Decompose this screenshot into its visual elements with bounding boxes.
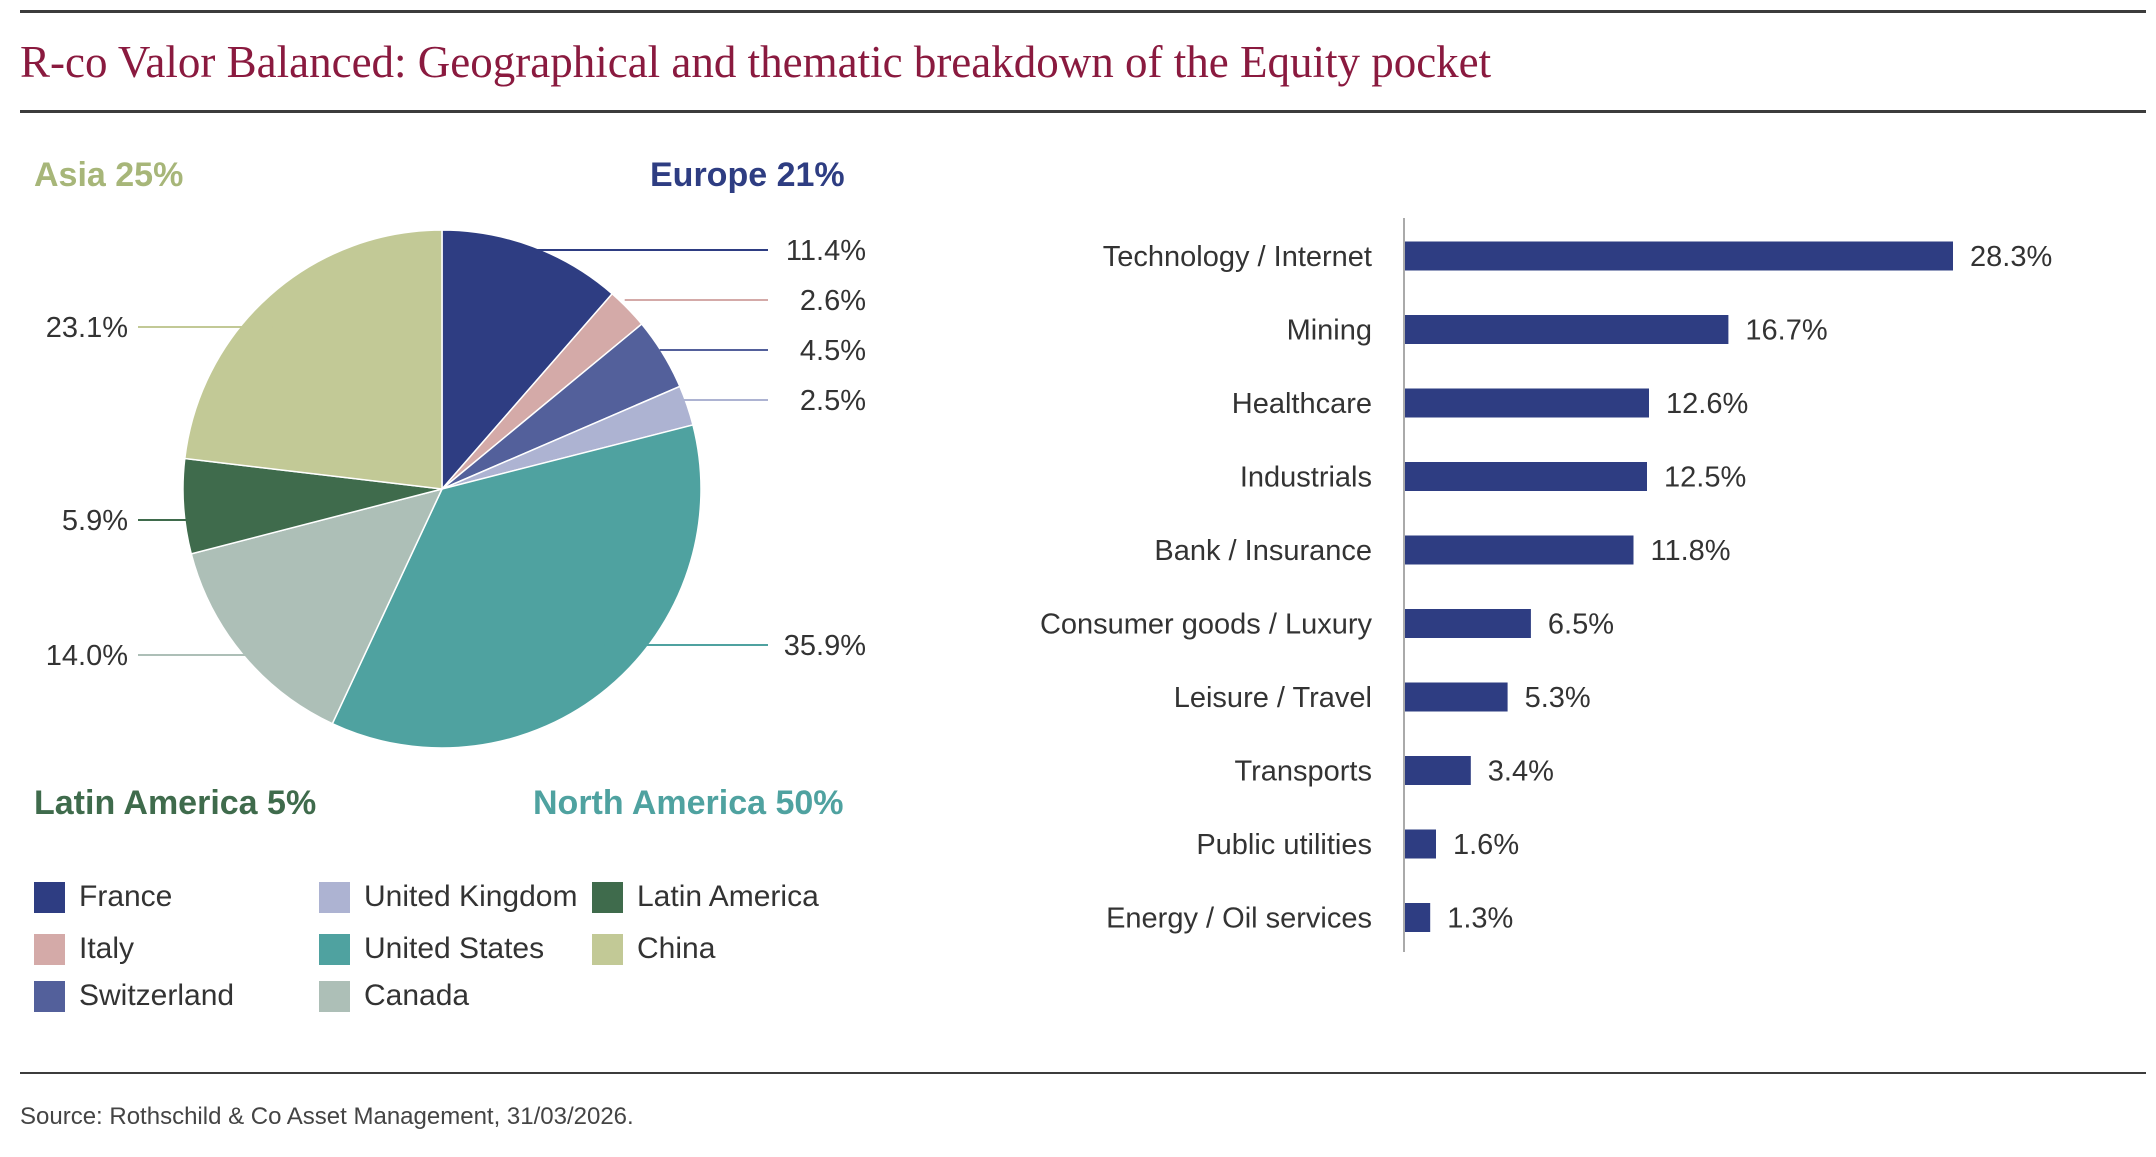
top-rule [20, 10, 2146, 13]
region-label-europe: Europe 21% [650, 156, 845, 194]
legend-swatch-france [34, 881, 65, 913]
bar-transports [1405, 756, 1471, 785]
legend-swatch-italy [34, 933, 65, 965]
bar-value-label-industrials: 12.5% [1664, 462, 1746, 494]
bar-technology-internet [1405, 241, 1953, 271]
bar-public-utilities [1405, 829, 1436, 859]
pie-label-united-states: 35.9% [784, 630, 866, 662]
pie-legend: France United Kingdom Latin America Italy Un… [34, 880, 934, 1030]
bar-value-label-technology-internet: 28.3% [1970, 241, 2052, 273]
pie-label-switzerland: 4.5% [800, 335, 866, 367]
bar-category-mining: Mining [1287, 315, 1372, 347]
bar-energy-oil-services [1405, 903, 1431, 932]
bar-value-label-healthcare: 12.6% [1666, 388, 1748, 420]
pie-label-france: 11.4% [786, 235, 866, 267]
bar-value-label-public-utilities: 1.6% [1453, 829, 1519, 861]
legend-item-latin-america: Latin America [592, 880, 819, 914]
legend-label-china: China [637, 932, 716, 965]
legend-label-united-kingdom: United Kingdom [364, 880, 578, 913]
legend-swatch-china [592, 933, 623, 965]
legend-item-canada: Canada [319, 979, 469, 1013]
bar-category-public-utilities: Public utilities [1196, 829, 1372, 861]
legend-swatch-united-kingdom [319, 881, 350, 913]
bar-value-label-transports: 3.4% [1488, 756, 1554, 788]
pie-label-canada: 14.0% [46, 640, 128, 672]
bar-category-technology-internet: Technology / Internet [1103, 241, 1372, 273]
legend-item-united-kingdom: United Kingdom [319, 880, 577, 914]
bar-value-label-bank-insurance: 11.8% [1651, 535, 1731, 567]
legend-label-united-states: United States [364, 932, 545, 965]
legend-item-france: France [34, 880, 172, 914]
legend-swatch-canada [319, 980, 350, 1012]
legend-item-italy: Italy [34, 932, 134, 966]
bar-mining [1405, 315, 1729, 344]
pie-slice-france [441, 229, 614, 492]
bar-bank-insurance [1405, 535, 1634, 565]
page-title: R-co Valor Balanced: Geographical and th… [20, 37, 1492, 87]
bar-category-energy-oil-services: Energy / Oil services [1106, 903, 1372, 935]
bar-category-consumer-goods-luxury: Consumer goods / Luxury [1040, 609, 1373, 641]
pie-label-united-kingdom: 2.5% [800, 385, 866, 417]
legend-label-latin-america: Latin America [637, 880, 819, 913]
legend-item-china: China [592, 932, 715, 966]
legend-item-united-states: United States [319, 932, 544, 966]
pie-slice-china [183, 229, 443, 490]
legend-label-france: France [79, 880, 173, 913]
pie-label-italy: 2.6% [800, 285, 866, 317]
bar-chart: Technology / Internet 28.3% Mining 16.7% Hea… [1040, 218, 2052, 952]
footer-rule [20, 1072, 2146, 1074]
bar-industrials [1405, 462, 1647, 491]
bar-value-label-consumer-goods-luxury: 6.5% [1548, 609, 1614, 641]
bar-value-label-energy-oil-services: 1.3% [1447, 903, 1513, 935]
legend-label-italy: Italy [79, 932, 135, 965]
bar-category-healthcare: Healthcare [1232, 388, 1372, 420]
legend-swatch-latin-america [592, 881, 623, 913]
bar-category-industrials: Industrials [1240, 462, 1372, 494]
bar-value-label-mining: 16.7% [1745, 315, 1827, 347]
bar-consumer-goods-luxury [1405, 609, 1531, 638]
bar-value-label-leisure-travel: 5.3% [1525, 682, 1591, 714]
region-label-north-america: North America 50% [533, 784, 844, 822]
pie-label-latin-america: 5.9% [62, 505, 128, 537]
title-rule [20, 110, 2146, 113]
bar-category-bank-insurance: Bank / Insurance [1154, 535, 1372, 567]
legend-label-canada: Canada [364, 979, 470, 1012]
bar-category-leisure-travel: Leisure / Travel [1174, 682, 1372, 714]
region-label-latin-america: Latin America 5% [34, 784, 317, 822]
legend-swatch-switzerland [34, 980, 65, 1012]
bar-leisure-travel [1405, 682, 1508, 712]
region-label-asia: Asia 25% [34, 156, 184, 194]
legend-swatch-united-states [319, 933, 350, 965]
bar-category-transports: Transports [1234, 756, 1372, 788]
legend-label-switzerland: Switzerland [79, 979, 235, 1012]
legend-item-switzerland: Switzerland [34, 979, 234, 1013]
pie-chart: 11.4% 2.6% 4.5% 2.5% 35.9% 14.0% 5.9% 23.1% [46, 229, 866, 749]
bar-healthcare [1405, 388, 1649, 418]
source-note: Source: Rothschild & Co Asset Management… [20, 1103, 634, 1130]
pie-label-china: 23.1% [46, 312, 128, 344]
pie-slice-united-states [331, 424, 702, 749]
